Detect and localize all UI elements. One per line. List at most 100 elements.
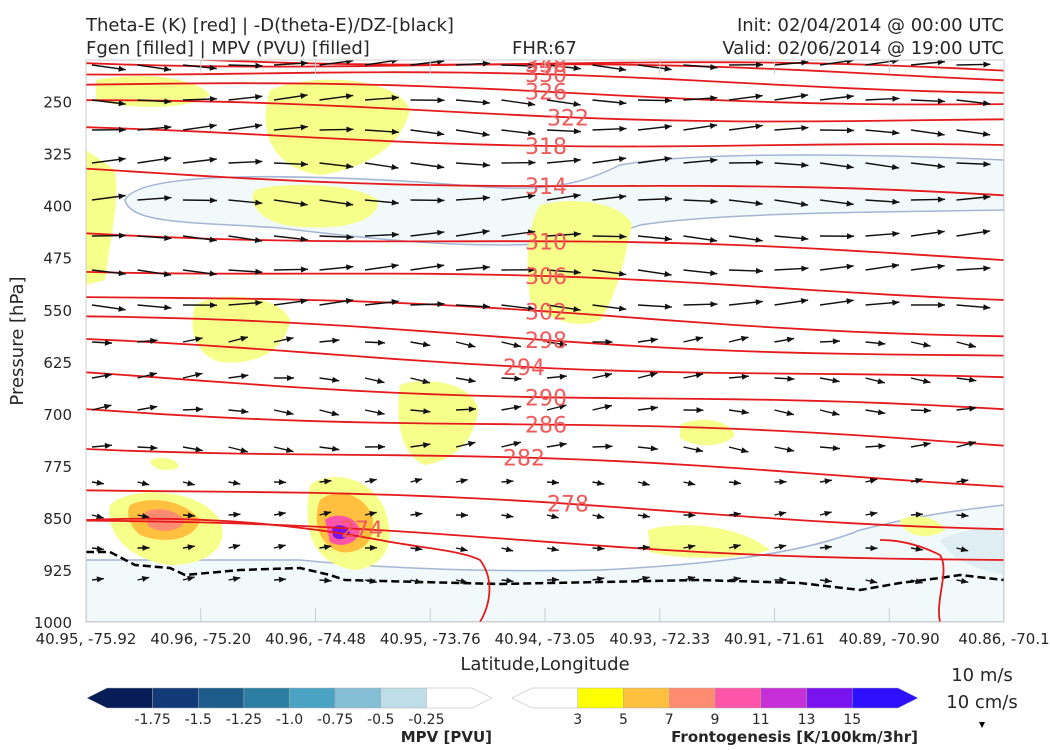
wind-vector-head bbox=[892, 129, 900, 136]
wind-vector-head bbox=[891, 263, 900, 269]
fgen-region bbox=[252, 184, 379, 228]
theta-e-label: 314 bbox=[525, 175, 567, 200]
wind-vector-head bbox=[323, 510, 332, 517]
wind-vector-head bbox=[150, 444, 158, 451]
wind-vector-head bbox=[118, 232, 126, 239]
theta-e-contour-line bbox=[86, 82, 1004, 106]
wind-vector-head bbox=[346, 60, 354, 65]
wind-vector-head bbox=[391, 164, 399, 170]
wind-vector-head bbox=[391, 199, 399, 206]
wind-vector-head bbox=[786, 410, 794, 416]
wind-vector-head bbox=[596, 576, 605, 583]
theta-e-contour-line bbox=[86, 126, 1004, 148]
theta-e-label: 302 bbox=[525, 300, 567, 325]
wind-vector-head bbox=[286, 336, 294, 343]
wind-vector-head bbox=[482, 195, 490, 202]
wind-vector-head bbox=[436, 130, 445, 137]
wind-vector-head bbox=[163, 271, 172, 277]
theta-e-contour-line bbox=[86, 71, 1004, 94]
wind-vector-head bbox=[741, 373, 749, 380]
wind-vector-head bbox=[573, 64, 581, 71]
wind-vector-head bbox=[664, 303, 672, 310]
wind-vector-head bbox=[300, 298, 308, 305]
wind-vector-head bbox=[605, 339, 613, 346]
wind-vector-head bbox=[878, 340, 886, 347]
colorbar-tick-label: -0.5 bbox=[367, 712, 394, 728]
wind-vector-head bbox=[482, 229, 490, 235]
colorbar-tick-label: -1.25 bbox=[226, 712, 262, 728]
wind-vector-head bbox=[300, 236, 308, 243]
fgen-region bbox=[680, 419, 735, 446]
wind-reference: 10 m/s 10 cm/s bbox=[946, 665, 1018, 728]
y-axis: 250 325 400 475 550 625 700 775 850 925 1000 bbox=[34, 94, 72, 632]
colorbar-segment bbox=[289, 687, 336, 709]
wind-vector-head bbox=[710, 157, 718, 164]
wind-vector-head bbox=[96, 479, 104, 486]
wind-vector-head bbox=[414, 578, 423, 585]
y-tick-label: 550 bbox=[43, 302, 72, 320]
wind-vector-head bbox=[118, 156, 126, 163]
wind-vector-head bbox=[937, 196, 945, 203]
wind-vector-head bbox=[687, 575, 696, 582]
title-line2: Fgen [filled] | MPV (PVU) [filled] bbox=[86, 38, 370, 59]
wind-vector-head bbox=[141, 480, 150, 487]
y-tick-label: 625 bbox=[43, 354, 72, 372]
wind-vector-head bbox=[937, 301, 945, 308]
theta-e-label: 310 bbox=[525, 230, 567, 255]
theta-e-label: 290 bbox=[525, 386, 567, 411]
wind-vector-head bbox=[254, 237, 263, 243]
wind-vector-head bbox=[164, 195, 172, 202]
wind-vector-head bbox=[286, 409, 294, 416]
wind-vector-head bbox=[709, 236, 718, 243]
fgen-region bbox=[86, 150, 117, 285]
wind-vector-head bbox=[527, 229, 536, 236]
wind-vector-head bbox=[551, 479, 559, 486]
wind-vector-head bbox=[209, 270, 217, 277]
wind-vector-head bbox=[801, 125, 809, 132]
wind-vector-head bbox=[710, 64, 718, 71]
wind-vector-head bbox=[187, 575, 195, 582]
wind-vector-head bbox=[642, 575, 650, 582]
colorbar-tick-label: 15 bbox=[843, 712, 861, 728]
wind-vector-head bbox=[983, 194, 991, 201]
x-tick-label: 40.93, -72.33 bbox=[609, 630, 710, 648]
wind-vector-head bbox=[163, 156, 172, 162]
wind-vector-head bbox=[687, 544, 696, 550]
wind-vector-head bbox=[437, 60, 445, 65]
wind-vector-head bbox=[506, 478, 514, 485]
wind-vector-head bbox=[391, 94, 399, 101]
wind-vector-head bbox=[664, 156, 672, 163]
wind-vector-head bbox=[278, 479, 286, 486]
colorbar-tick-label: -1.75 bbox=[135, 712, 171, 728]
wind-vector-head bbox=[194, 372, 203, 378]
wind-vector-head bbox=[391, 128, 399, 135]
colorbar-tick-label: -1.5 bbox=[185, 712, 212, 728]
wind-vector-head bbox=[923, 341, 931, 348]
wind-vector-head bbox=[664, 195, 672, 202]
wind-vector-head bbox=[733, 479, 741, 486]
wind-vector-head bbox=[513, 342, 521, 348]
wind-vector-head bbox=[982, 229, 991, 235]
wind-vector-head bbox=[391, 299, 399, 306]
wind-vector-head bbox=[800, 93, 809, 99]
wind-vector-head bbox=[937, 98, 945, 105]
wind-vector-head bbox=[755, 200, 763, 207]
wind-vector-head bbox=[846, 263, 854, 270]
wind-vector-head bbox=[96, 576, 104, 583]
colorbar-segment bbox=[243, 687, 290, 709]
wind-vector-head bbox=[915, 545, 923, 552]
fgen-region bbox=[265, 79, 410, 175]
wind-vector-head bbox=[233, 511, 241, 518]
wind-vector-head bbox=[528, 159, 536, 166]
wind-vector-head bbox=[232, 543, 241, 550]
theta-e-label: 282 bbox=[503, 447, 545, 472]
wind-vector-head bbox=[597, 545, 605, 552]
colorbar-segment bbox=[334, 687, 381, 709]
wind-vector-head bbox=[513, 440, 521, 447]
wind-vector-head bbox=[695, 372, 704, 379]
wind-vector-head bbox=[377, 443, 385, 450]
wind-vector-head bbox=[460, 578, 468, 585]
wind-vector-head bbox=[559, 373, 567, 380]
theta-e-label: 274 bbox=[341, 518, 383, 543]
